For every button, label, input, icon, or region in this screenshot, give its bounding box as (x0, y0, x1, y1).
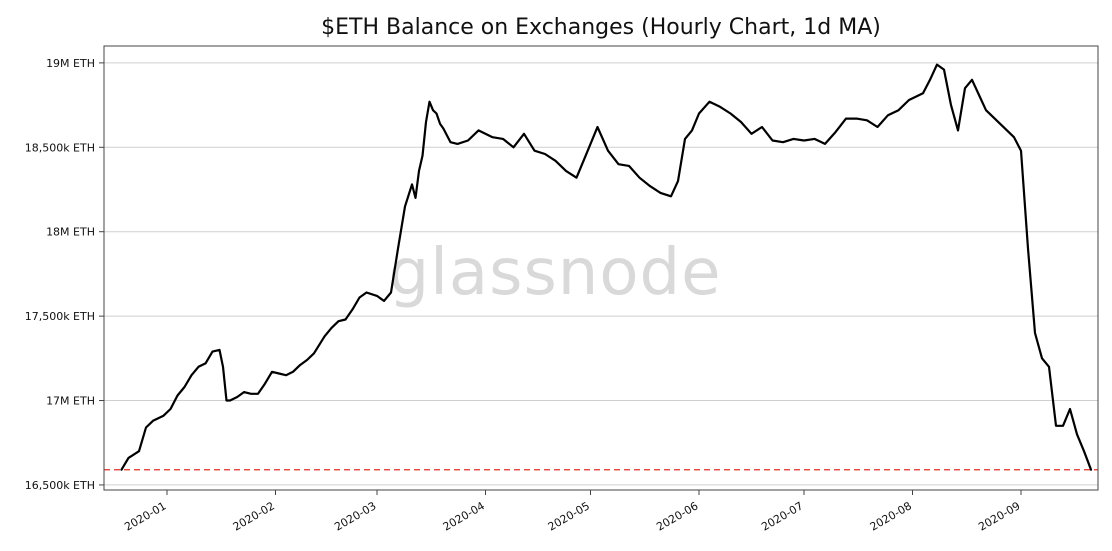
y-tick-label: 16,500k ETH (25, 479, 95, 492)
x-tick-label: 2020-07 (759, 499, 805, 533)
grid-lines (104, 62, 1098, 486)
y-tick-label: 17,500k ETH (25, 310, 95, 323)
x-tick-label: 2020-03 (332, 499, 378, 533)
y-tick-label: 17M ETH (46, 395, 95, 408)
x-tick-label: 2020-02 (231, 499, 277, 533)
x-tick-label: 2020-08 (868, 499, 914, 533)
x-axis: 2020-01 2020-02 2020-03 2020-04 2020-05 2020-… (122, 490, 1023, 534)
x-tick-label: 2020-09 (976, 499, 1022, 533)
series-group (120, 63, 1093, 471)
watermark-logo: glassnode (388, 236, 721, 310)
y-axis: 16,500k ETH 17M ETH 17,500k ETH 18M ETH 18,5… (25, 57, 104, 492)
y-tick-label: 19M ETH (46, 57, 95, 70)
series-line (120, 63, 1093, 471)
x-tick-label: 2020-01 (122, 499, 168, 533)
plot-frame (103, 45, 1099, 491)
x-tick-label: 2020-06 (654, 499, 700, 533)
chart-title: $ETH Balance on Exchanges (Hourly Chart,… (321, 15, 881, 40)
x-tick-label: 2020-05 (546, 499, 592, 533)
y-tick-label: 18M ETH (46, 226, 95, 239)
y-tick-label: 18,500k ETH (25, 141, 95, 154)
x-tick-label: 2020-04 (441, 499, 487, 533)
